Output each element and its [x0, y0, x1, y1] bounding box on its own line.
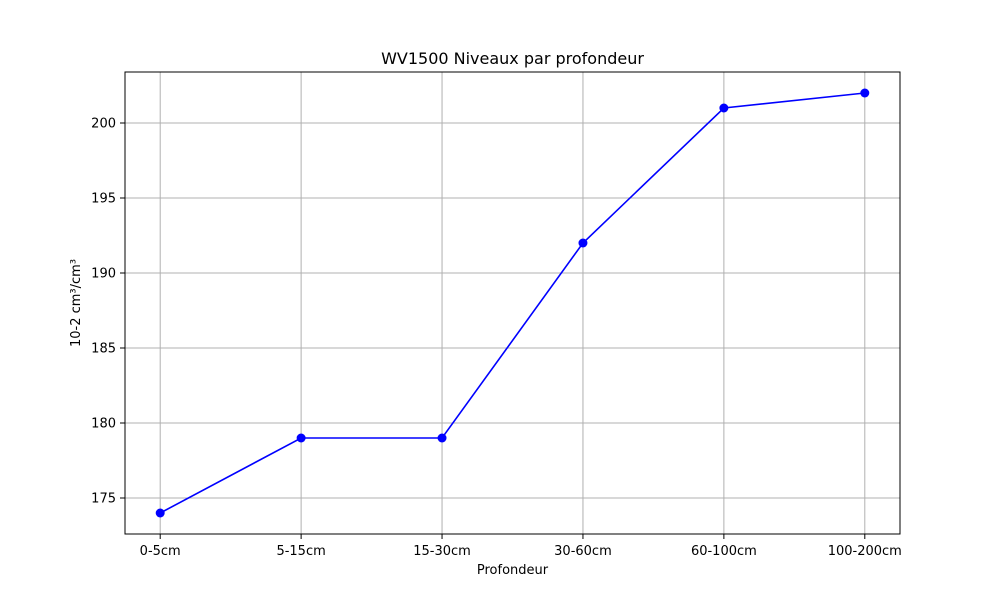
- y-tick-label: 200: [91, 117, 116, 132]
- data-point: [578, 238, 588, 248]
- ticks-layer: 0-5cm 5-15cm 15-30cm 30-60cm 60-100cm 100-200…: [91, 117, 902, 560]
- plot-frame: [124, 71, 901, 535]
- data-point: [437, 433, 447, 443]
- x-tick-label: 30-60cm: [554, 544, 612, 559]
- x-tick-label: 100-200cm: [828, 544, 902, 559]
- chart-title: WV1500 Niveaux par profondeur: [381, 49, 644, 68]
- y-tick-label: 195: [91, 192, 116, 207]
- data-point: [719, 103, 729, 113]
- data-point: [155, 508, 165, 518]
- x-tick-label: 0-5cm: [140, 544, 181, 559]
- series-layer: [155, 88, 870, 518]
- x-tick-label: 5-15cm: [276, 544, 325, 559]
- x-tick-label: 60-100cm: [691, 544, 757, 559]
- x-axis-label: Profondeur: [477, 563, 549, 578]
- y-tick-label: 180: [91, 417, 116, 432]
- series-line: [159, 92, 865, 514]
- y-tick-label: 190: [91, 267, 116, 282]
- y-axis-label: 10-2 cm³/cm³: [69, 259, 84, 347]
- data-point: [296, 433, 306, 443]
- data-point: [860, 88, 870, 98]
- y-tick-label: 185: [91, 342, 116, 357]
- y-tick-label: 175: [91, 492, 116, 507]
- x-tick-label: 15-30cm: [413, 544, 471, 559]
- grid-layer: [125, 72, 900, 534]
